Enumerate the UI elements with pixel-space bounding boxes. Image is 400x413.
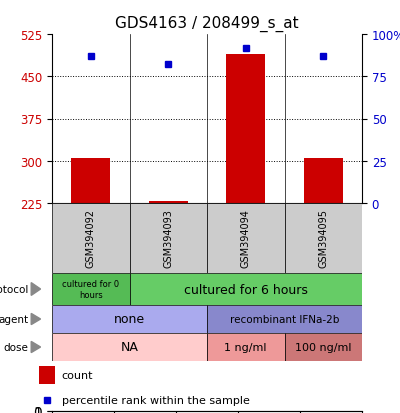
Title: GDS4163 / 208499_s_at: GDS4163 / 208499_s_at bbox=[115, 16, 299, 32]
Bar bbox=[284, 333, 362, 361]
Bar bbox=[149, 202, 188, 204]
Text: 100 ng/ml: 100 ng/ml bbox=[295, 342, 352, 352]
Bar bbox=[52, 204, 130, 273]
Text: GSM394092: GSM394092 bbox=[86, 209, 96, 268]
Bar bbox=[52, 333, 207, 361]
Text: count: count bbox=[62, 370, 93, 380]
Polygon shape bbox=[31, 313, 40, 325]
Text: dose: dose bbox=[4, 342, 29, 352]
Text: recombinant IFNa-2b: recombinant IFNa-2b bbox=[230, 314, 339, 324]
Text: GSM394094: GSM394094 bbox=[241, 209, 251, 268]
Bar bbox=[130, 204, 207, 273]
Text: none: none bbox=[114, 313, 145, 326]
Text: cultured for 0
hours: cultured for 0 hours bbox=[62, 280, 119, 299]
Bar bbox=[71, 159, 110, 204]
Bar bbox=[207, 333, 284, 361]
Bar bbox=[207, 305, 362, 333]
Text: GSM394093: GSM394093 bbox=[163, 209, 173, 268]
Text: percentile rank within the sample: percentile rank within the sample bbox=[62, 395, 250, 405]
Text: growth protocol: growth protocol bbox=[0, 284, 29, 294]
Text: GSM394095: GSM394095 bbox=[318, 209, 328, 268]
Text: agent: agent bbox=[0, 314, 29, 324]
Bar bbox=[38, 366, 55, 384]
Bar bbox=[304, 159, 343, 204]
Bar bbox=[52, 305, 207, 333]
Bar bbox=[207, 204, 284, 273]
Bar bbox=[130, 273, 362, 305]
Bar bbox=[226, 55, 265, 204]
Text: 1 ng/ml: 1 ng/ml bbox=[224, 342, 267, 352]
Polygon shape bbox=[31, 283, 40, 296]
Bar bbox=[52, 273, 130, 305]
Bar bbox=[284, 204, 362, 273]
Text: NA: NA bbox=[120, 341, 138, 354]
Polygon shape bbox=[31, 342, 40, 353]
Text: cultured for 6 hours: cultured for 6 hours bbox=[184, 283, 308, 296]
